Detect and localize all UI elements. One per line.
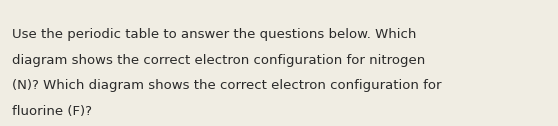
Text: (N)? Which diagram shows the correct electron configuration for: (N)? Which diagram shows the correct ele… bbox=[12, 79, 442, 92]
Text: fluorine (F)?: fluorine (F)? bbox=[12, 105, 92, 118]
Text: diagram shows the correct electron configuration for nitrogen: diagram shows the correct electron confi… bbox=[12, 54, 426, 67]
Text: Use the periodic table to answer the questions below. Which: Use the periodic table to answer the que… bbox=[12, 28, 417, 41]
